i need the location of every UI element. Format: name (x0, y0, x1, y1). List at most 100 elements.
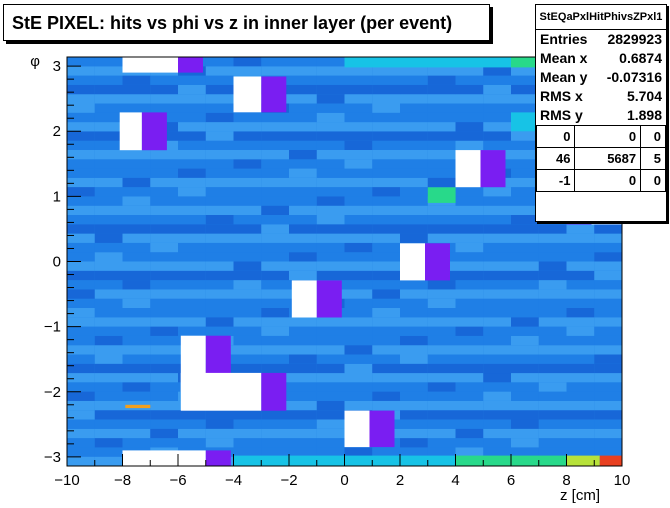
heatmap-cell (372, 196, 401, 206)
heatmap-cell-empty (291, 280, 317, 318)
heatmap-cell (122, 242, 151, 253)
heatmap-cell (233, 205, 262, 215)
heatmap-cell (289, 261, 317, 271)
heatmap-cell (67, 75, 95, 85)
heatmap-cell (94, 140, 123, 150)
heatmap-cell (316, 94, 345, 104)
heatmap-cell (94, 298, 123, 308)
heatmap-cell (427, 131, 456, 141)
heatmap-cell (205, 187, 234, 197)
heatmap-cell (289, 345, 317, 355)
heatmap-cell (538, 410, 567, 420)
heatmap-cell (122, 280, 151, 290)
heatmap-cell (594, 391, 623, 401)
heatmap-cell (94, 373, 123, 383)
heatmap-cell (538, 298, 567, 308)
heatmap-cell (289, 438, 317, 448)
heatmap-cell (538, 326, 567, 336)
heatmap-cell (289, 410, 317, 420)
heatmap-cell (511, 391, 539, 401)
heatmap-cell (427, 84, 456, 95)
heatmap-cell (205, 261, 234, 271)
heatmap-cell (178, 298, 206, 308)
heatmap-cell (372, 326, 401, 336)
heatmap-cell (289, 196, 317, 206)
heatmap-cell (316, 317, 345, 327)
heatmap-cell (372, 103, 401, 113)
heatmap-cell (233, 252, 262, 262)
heatmap-cell (427, 75, 456, 85)
heatmap-cell (594, 438, 623, 448)
heatmap-cell (289, 400, 317, 411)
heatmap-cell (261, 140, 290, 150)
heatmap-cell (372, 447, 401, 457)
heatmap-cell (94, 419, 123, 429)
heatmap-cell (178, 196, 206, 206)
heatmap-cell (594, 419, 623, 429)
heatmap-cell (594, 382, 623, 392)
heatmap-cell (316, 382, 345, 392)
heatmap-cell (400, 400, 428, 411)
heatmap-cell (150, 224, 179, 234)
stats-row-rms-x: RMS x 5.704 (540, 88, 662, 104)
heatmap-cell (205, 103, 234, 113)
heatmap-cell-hot (344, 57, 511, 68)
heatmap-cell (94, 345, 123, 355)
heatmap-cell (316, 150, 345, 160)
heatmap-cell (427, 66, 456, 76)
heatmap-cell (344, 187, 373, 197)
heatmap-cell (372, 168, 401, 178)
heatmap-cell (455, 261, 484, 271)
heatmap-cell (261, 345, 290, 355)
heatmap-cell (205, 140, 234, 150)
heatmap-cell (67, 447, 95, 457)
heatmap-cell (566, 233, 595, 243)
heatmap-cell (67, 205, 95, 215)
heatmap-cell (178, 410, 206, 420)
heatmap-cell (400, 280, 428, 290)
heatmap-cell-edge (425, 243, 450, 281)
heatmap-cell (538, 363, 567, 374)
heatmap-cell (67, 196, 95, 206)
heatmap-cell (594, 233, 623, 243)
heatmap-cell (538, 438, 567, 448)
heatmap-cell (316, 419, 345, 429)
heatmap-cell (316, 215, 345, 225)
heatmap-cell (233, 150, 262, 160)
heatmap-cell (67, 317, 95, 327)
heatmap-cell (511, 363, 539, 374)
heatmap-cell (261, 428, 290, 439)
heatmap-cell (233, 57, 262, 67)
heatmap-cell (538, 270, 567, 281)
heatmap-cell (566, 280, 595, 290)
heatmap-cell (511, 400, 539, 411)
heatmap-cell (261, 438, 290, 448)
heatmap-cell (344, 66, 373, 76)
heatmap-cell (261, 66, 290, 76)
x-axis-title: z [cm] (560, 487, 600, 504)
heatmap-cell (178, 317, 206, 327)
x-tick-label: 6 (507, 472, 515, 489)
heatmap-cell (205, 150, 234, 160)
heatmap-cell (178, 438, 206, 448)
heatmap-cell (233, 122, 262, 132)
heatmap-cell (150, 150, 179, 160)
heatmap-cell (150, 205, 179, 215)
heatmap-cell (344, 140, 373, 150)
heatmap-cell (455, 326, 484, 336)
heatmap-cell (566, 261, 595, 271)
heatmap-cell (261, 289, 290, 299)
heatmap-cell (94, 270, 123, 281)
heatmap-cell (205, 410, 234, 420)
heatmap-cell (94, 196, 123, 206)
heatmap-cell (67, 103, 95, 113)
heatmap-cell (372, 150, 401, 160)
stats-box: StEQaPxlHitPhivsZPxl1 Entries 2829923 Mea… (535, 4, 667, 222)
heatmap-cell (178, 270, 206, 281)
heatmap-cell (538, 308, 567, 318)
heatmap-cell (483, 326, 512, 336)
heatmap-cell (289, 326, 317, 336)
heatmap-cell (150, 363, 179, 374)
heatmap-cell (594, 447, 623, 457)
